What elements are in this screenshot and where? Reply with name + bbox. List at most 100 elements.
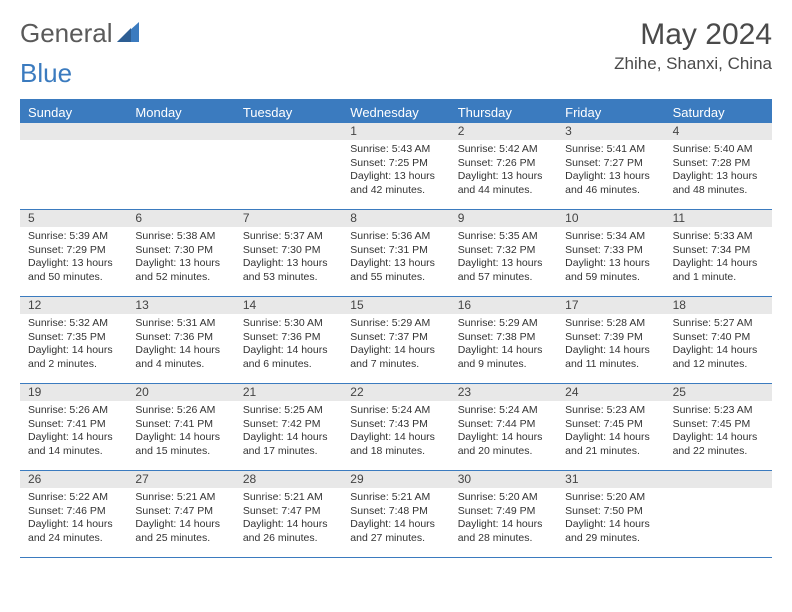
day-body: Sunrise: 5:28 AMSunset: 7:39 PMDaylight:… <box>557 314 664 378</box>
day-cell: 31Sunrise: 5:20 AMSunset: 7:50 PMDayligh… <box>557 471 664 557</box>
day-number: 20 <box>127 385 148 401</box>
day-body: Sunrise: 5:35 AMSunset: 7:32 PMDaylight:… <box>450 227 557 291</box>
sunset-text: Sunset: 7:40 PM <box>673 331 766 345</box>
sunrise-text: Sunrise: 5:24 AM <box>458 404 551 418</box>
day-body: Sunrise: 5:21 AMSunset: 7:47 PMDaylight:… <box>235 488 342 552</box>
sunset-text: Sunset: 7:29 PM <box>28 244 121 258</box>
sunrise-text: Sunrise: 5:31 AM <box>135 317 228 331</box>
sunrise-text: Sunrise: 5:35 AM <box>458 230 551 244</box>
day-body: Sunrise: 5:33 AMSunset: 7:34 PMDaylight:… <box>665 227 772 291</box>
day-number: 17 <box>557 298 578 314</box>
day-body: Sunrise: 5:39 AMSunset: 7:29 PMDaylight:… <box>20 227 127 291</box>
daynum-row: 1 <box>342 123 449 140</box>
day-cell: 4Sunrise: 5:40 AMSunset: 7:28 PMDaylight… <box>665 123 772 209</box>
day-cell: 28Sunrise: 5:21 AMSunset: 7:47 PMDayligh… <box>235 471 342 557</box>
day-number: 26 <box>20 472 41 488</box>
day-number: 15 <box>342 298 363 314</box>
daylight-text: Daylight: 14 hours and 27 minutes. <box>350 518 443 545</box>
day-number: 13 <box>127 298 148 314</box>
daynum-row: 10 <box>557 210 664 227</box>
daynum-row: 31 <box>557 471 664 488</box>
sunrise-text: Sunrise: 5:21 AM <box>243 491 336 505</box>
day-number: 25 <box>665 385 686 401</box>
daynum-row: 16 <box>450 297 557 314</box>
day-cell: 23Sunrise: 5:24 AMSunset: 7:44 PMDayligh… <box>450 384 557 470</box>
day-body: Sunrise: 5:26 AMSunset: 7:41 PMDaylight:… <box>127 401 234 465</box>
week-row: 12Sunrise: 5:32 AMSunset: 7:35 PMDayligh… <box>20 297 772 384</box>
day-number: 29 <box>342 472 363 488</box>
day-number: 10 <box>557 211 578 227</box>
sunset-text: Sunset: 7:45 PM <box>565 418 658 432</box>
day-header-fri: Friday <box>557 105 664 120</box>
sunrise-text: Sunrise: 5:29 AM <box>458 317 551 331</box>
weeks-container: 1 Sunrise: 5:43 AMSunset: 7:25 PM Daylight… <box>20 123 772 558</box>
day-header-tue: Tuesday <box>235 105 342 120</box>
day-number: 5 <box>20 211 35 227</box>
daylight-text: Daylight: 14 hours and 12 minutes. <box>673 344 766 371</box>
day-cell: 5Sunrise: 5:39 AMSunset: 7:29 PMDaylight… <box>20 210 127 296</box>
sunrise-text: Sunrise: 5:27 AM <box>673 317 766 331</box>
daynum-row: 22 <box>342 384 449 401</box>
day-cell: 21Sunrise: 5:25 AMSunset: 7:42 PMDayligh… <box>235 384 342 470</box>
sunrise-text: Sunrise: 5:43 AM <box>350 143 443 157</box>
daynum-row: 5 <box>20 210 127 227</box>
daylight-text: Daylight: 14 hours and 14 minutes. <box>28 431 121 458</box>
day-body: Sunrise: 5:23 AMSunset: 7:45 PMDaylight:… <box>665 401 772 465</box>
day-number: 21 <box>235 385 256 401</box>
sunrise-text: Sunrise: 5:30 AM <box>243 317 336 331</box>
day-header-mon: Monday <box>127 105 234 120</box>
sunrise-text: Sunrise: 5:28 AM <box>565 317 658 331</box>
day-cell: 16Sunrise: 5:29 AMSunset: 7:38 PMDayligh… <box>450 297 557 383</box>
sunset-text: Sunset: 7:25 PM <box>350 157 443 171</box>
day-number: 19 <box>20 385 41 401</box>
day-body: Sunrise: 5:36 AMSunset: 7:31 PMDaylight:… <box>342 227 449 291</box>
day-body: Sunrise: 5:41 AMSunset: 7:27 PMDaylight:… <box>557 140 664 204</box>
logo: General <box>20 18 139 49</box>
day-cell: 22Sunrise: 5:24 AMSunset: 7:43 PMDayligh… <box>342 384 449 470</box>
day-body: Sunrise: 5:42 AMSunset: 7:26 PMDaylight:… <box>450 140 557 204</box>
day-body: Sunrise: 5:29 AMSunset: 7:38 PMDaylight:… <box>450 314 557 378</box>
location-subtitle: Zhihe, Shanxi, China <box>614 54 772 74</box>
day-cell: 8Sunrise: 5:36 AMSunset: 7:31 PMDaylight… <box>342 210 449 296</box>
day-body: Sunrise: 5:38 AMSunset: 7:30 PMDaylight:… <box>127 227 234 291</box>
daynum-row: 25 <box>665 384 772 401</box>
week-row: 26Sunrise: 5:22 AMSunset: 7:46 PMDayligh… <box>20 471 772 558</box>
day-number: 23 <box>450 385 471 401</box>
day-cell: 30Sunrise: 5:20 AMSunset: 7:49 PMDayligh… <box>450 471 557 557</box>
day-body <box>127 140 234 149</box>
sunrise-text: Sunrise: 5:36 AM <box>350 230 443 244</box>
sunrise-text: Sunrise: 5:25 AM <box>243 404 336 418</box>
day-body: Sunrise: 5:37 AMSunset: 7:30 PMDaylight:… <box>235 227 342 291</box>
sunset-text: Sunset: 7:47 PM <box>243 505 336 519</box>
sunset-text: Sunset: 7:36 PM <box>135 331 228 345</box>
daynum-row: 9 <box>450 210 557 227</box>
sunrise-text: Sunrise: 5:21 AM <box>350 491 443 505</box>
sunset-text: Sunset: 7:35 PM <box>28 331 121 345</box>
daylight-text: Daylight: 14 hours and 11 minutes. <box>565 344 658 371</box>
day-body: Sunrise: 5:34 AMSunset: 7:33 PMDaylight:… <box>557 227 664 291</box>
sunrise-text: Sunrise: 5:20 AM <box>565 491 658 505</box>
day-number: 8 <box>342 211 357 227</box>
daylight-text: Daylight: 13 hours and 44 minutes. <box>458 170 551 197</box>
sunset-text: Sunset: 7:44 PM <box>458 418 551 432</box>
sunset-text: Sunset: 7:32 PM <box>458 244 551 258</box>
day-number: 22 <box>342 385 363 401</box>
day-cell <box>127 123 234 209</box>
daynum-row: 6 <box>127 210 234 227</box>
day-cell: 27Sunrise: 5:21 AMSunset: 7:47 PMDayligh… <box>127 471 234 557</box>
day-header-row: Sunday Monday Tuesday Wednesday Thursday… <box>20 101 772 123</box>
sunrise-text: Sunrise: 5:38 AM <box>135 230 228 244</box>
sunrise-text: Sunrise: 5:26 AM <box>28 404 121 418</box>
daylight-text: Daylight: 13 hours and 50 minutes. <box>28 257 121 284</box>
daylight-text: Daylight: 13 hours and 53 minutes. <box>243 257 336 284</box>
day-body: Sunrise: 5:32 AMSunset: 7:35 PMDaylight:… <box>20 314 127 378</box>
daylight-text: Daylight: 13 hours and 55 minutes. <box>350 257 443 284</box>
sunrise-text: Sunrise: 5:23 AM <box>673 404 766 418</box>
day-cell: 19Sunrise: 5:26 AMSunset: 7:41 PMDayligh… <box>20 384 127 470</box>
daynum-row <box>235 123 342 140</box>
day-number: 4 <box>665 124 680 140</box>
sunset-text: Sunset: 7:38 PM <box>458 331 551 345</box>
daynum-row: 13 <box>127 297 234 314</box>
day-number: 3 <box>557 124 572 140</box>
day-cell: 7Sunrise: 5:37 AMSunset: 7:30 PMDaylight… <box>235 210 342 296</box>
